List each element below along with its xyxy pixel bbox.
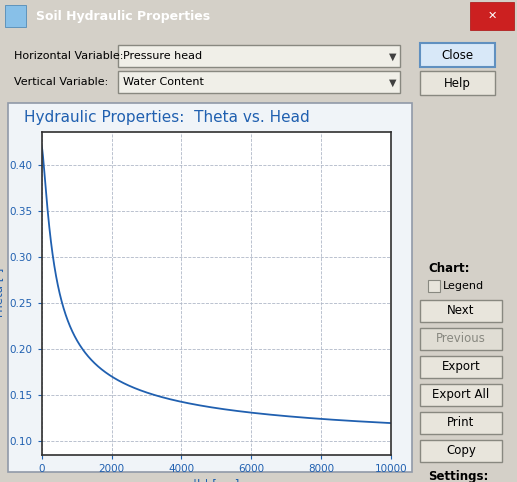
Bar — [420, 356, 502, 378]
Text: Export All: Export All — [432, 388, 490, 402]
Bar — [420, 328, 502, 350]
Bar — [420, 440, 502, 462]
Bar — [420, 384, 502, 406]
Bar — [428, 280, 440, 292]
Bar — [5, 5, 26, 27]
Text: Water Content: Water Content — [123, 78, 204, 87]
Bar — [470, 1, 514, 30]
Text: Horizontal Variable:: Horizontal Variable: — [14, 52, 124, 61]
Text: ✕: ✕ — [488, 11, 497, 21]
Bar — [420, 300, 502, 322]
Text: Chart:: Chart: — [428, 262, 469, 275]
Text: Soil Hydraulic Properties: Soil Hydraulic Properties — [36, 10, 210, 23]
Bar — [118, 71, 400, 94]
Text: Print: Print — [447, 416, 475, 429]
Bar — [420, 412, 502, 434]
Text: Legend: Legend — [443, 281, 484, 291]
Text: Previous: Previous — [436, 332, 486, 345]
Y-axis label: Theta [-]: Theta [-] — [0, 268, 5, 320]
Bar — [420, 71, 495, 95]
Text: Hydraulic Properties:  Theta vs. Head: Hydraulic Properties: Theta vs. Head — [24, 110, 310, 125]
Text: Settings:: Settings: — [428, 470, 489, 482]
Text: Copy: Copy — [446, 444, 476, 457]
Text: Pressure head: Pressure head — [123, 52, 202, 61]
Bar — [420, 43, 495, 67]
Text: Help: Help — [444, 77, 470, 90]
Text: Close: Close — [441, 49, 473, 62]
Text: Export: Export — [442, 361, 480, 374]
X-axis label: |h| [cm]: |h| [cm] — [193, 478, 240, 482]
Text: ▼: ▼ — [389, 52, 397, 61]
Text: ▼: ▼ — [389, 78, 397, 87]
Text: Vertical Variable:: Vertical Variable: — [14, 78, 108, 87]
Bar — [118, 45, 400, 67]
Bar — [8, 104, 412, 472]
Text: Next: Next — [447, 304, 475, 317]
